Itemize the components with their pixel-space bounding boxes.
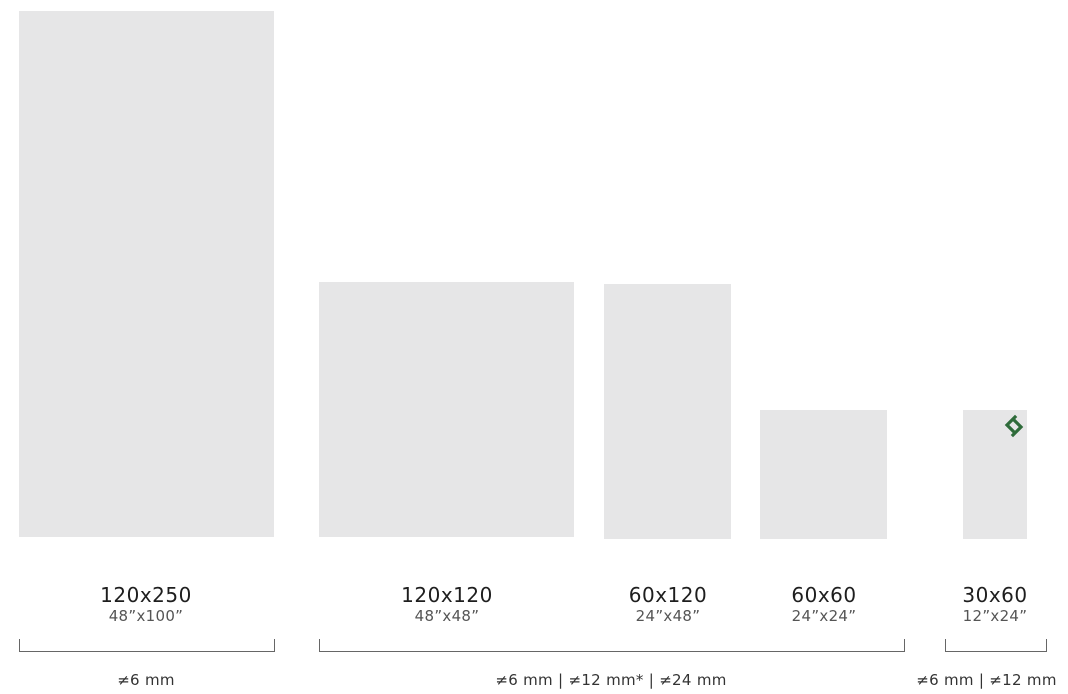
tile-inches: 24”x48”: [635, 607, 701, 625]
tile-size: 120x120: [401, 583, 493, 607]
tile-120x250: [19, 11, 274, 537]
tile-120x120: [319, 282, 574, 537]
thickness-label: ≠6 mm: [117, 671, 175, 689]
tile-inches: 48”x100”: [108, 607, 184, 625]
label-60x60: 60x60 24”x24”: [754, 583, 894, 625]
tile-60x120: [604, 284, 731, 539]
tile-size: 120x250: [100, 583, 192, 607]
thickness-label: ≠6 mm | ≠12 mm* | ≠24 mm: [495, 671, 727, 689]
thickness-label: ≠6 mm | ≠12 mm: [916, 671, 1057, 689]
bracket-group-1: [19, 639, 275, 652]
brand-s-logo-icon: [1004, 414, 1024, 438]
label-120x250: 120x250 48”x100”: [46, 583, 246, 625]
bracket-group-2: [319, 639, 905, 652]
tile-60x60: [760, 410, 887, 539]
label-120x120: 120x120 48”x48”: [347, 583, 547, 625]
bracket-group-3: [945, 639, 1047, 652]
label-30x60: 30x60 12”x24”: [935, 583, 1055, 625]
tile-inches: 24”x24”: [791, 607, 857, 625]
tile-size: 60x60: [791, 583, 857, 607]
tile-size: 60x120: [628, 583, 708, 607]
tile-inches: 48”x48”: [414, 607, 480, 625]
label-60x120: 60x120 24”x48”: [598, 583, 738, 625]
tile-inches: 12”x24”: [962, 607, 1028, 625]
tile-size: 30x60: [962, 583, 1028, 607]
